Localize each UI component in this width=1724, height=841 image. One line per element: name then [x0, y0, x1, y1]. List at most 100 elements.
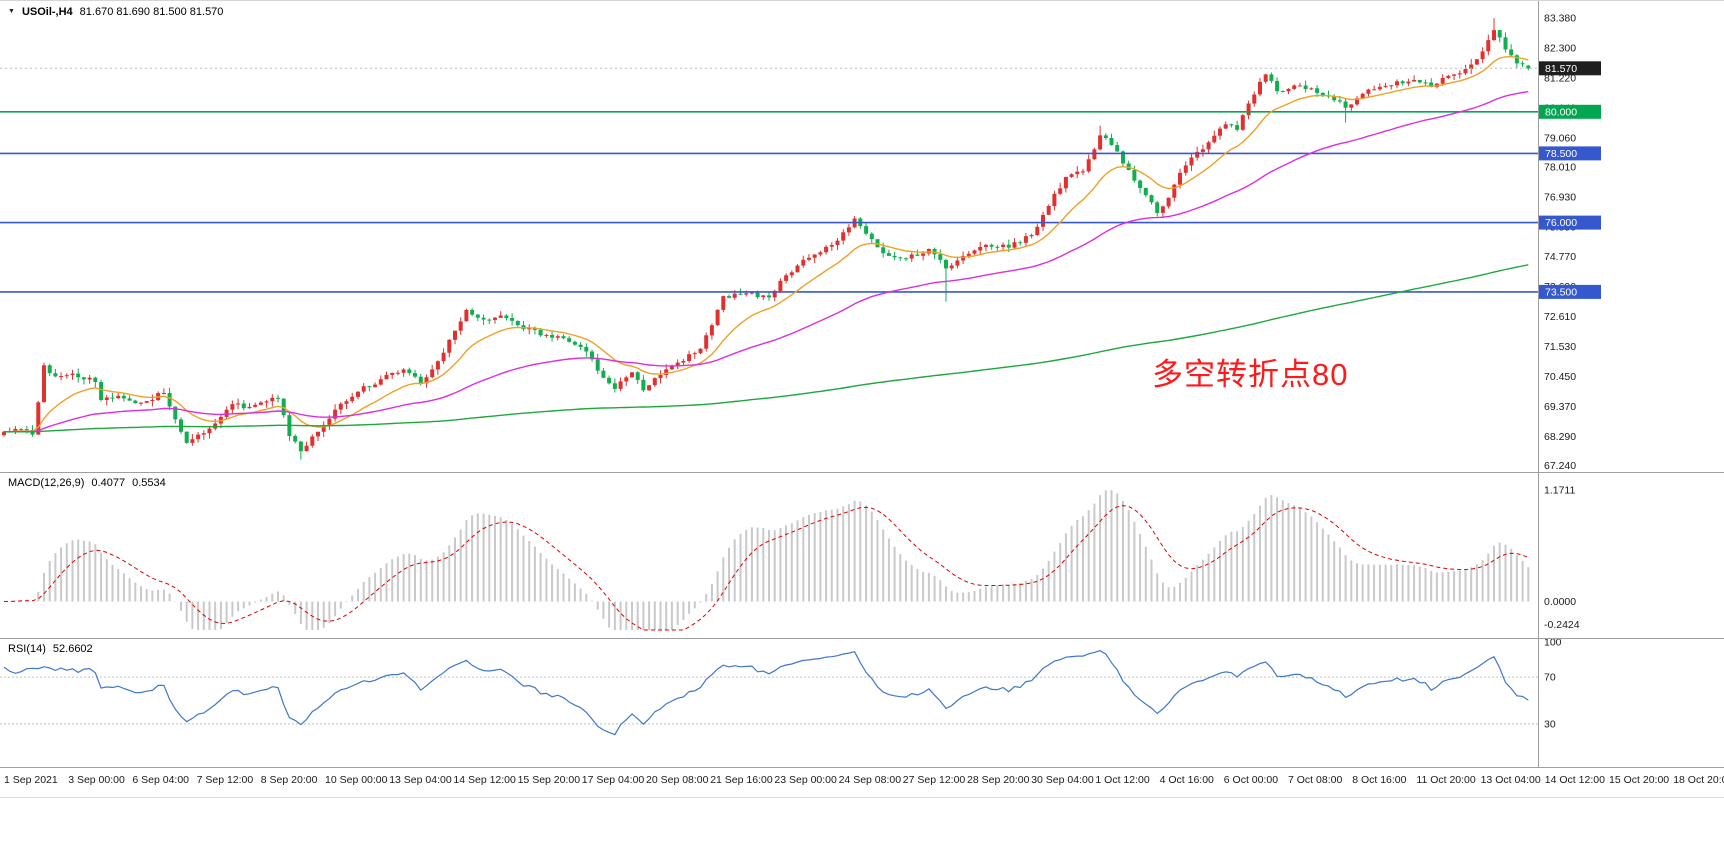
candle-body: [532, 328, 537, 330]
candles-layer[interactable]: [2, 18, 1531, 460]
candle-body: [1052, 193, 1057, 207]
time-axis-label[interactable]: 24 Sep 08:00: [839, 774, 902, 786]
candle-body: [846, 227, 851, 233]
candle-body: [1035, 226, 1040, 236]
candle-body: [983, 244, 988, 247]
time-axis-label[interactable]: 6 Sep 04:00: [132, 774, 189, 786]
time-axis-label[interactable]: 1 Oct 12:00: [1095, 774, 1149, 786]
time-axis-label[interactable]: 3 Sep 00:00: [68, 774, 125, 786]
candle-body: [190, 439, 195, 443]
candle-body: [510, 318, 515, 321]
candle-body: [869, 233, 874, 240]
candle-body: [732, 293, 737, 298]
time-axis-label[interactable]: 15 Sep 20:00: [518, 774, 581, 786]
candle-body: [1155, 202, 1160, 213]
price-axis-label: 78.010: [1544, 162, 1576, 174]
time-axis-label[interactable]: 27 Sep 12:00: [903, 774, 966, 786]
candle-body: [812, 254, 817, 258]
candle-body: [1360, 93, 1365, 99]
candle-body: [13, 428, 18, 431]
macd-axis-label: 1.1711: [1544, 485, 1575, 497]
candle-body: [310, 436, 315, 446]
collapse-chart-icon[interactable]: ▼: [8, 8, 15, 15]
candle-body: [1452, 74, 1457, 76]
candle-body: [201, 433, 206, 435]
time-axis-label[interactable]: 1 Sep 2021: [4, 774, 58, 786]
candle-body: [1246, 103, 1251, 116]
time-axis-label[interactable]: 13 Sep 04:00: [389, 774, 452, 786]
time-axis-label[interactable]: 28 Sep 20:00: [967, 774, 1030, 786]
candle-body: [1229, 124, 1234, 126]
time-axis-label[interactable]: 8 Sep 20:00: [261, 774, 318, 786]
time-axis-label[interactable]: 7 Oct 08:00: [1288, 774, 1342, 786]
candle-body: [1166, 197, 1171, 207]
candle-body: [909, 254, 914, 259]
candle-body: [607, 377, 612, 384]
candle-body: [144, 401, 149, 403]
candle-body: [350, 396, 355, 402]
candle-body: [1206, 142, 1211, 150]
time-axis-label[interactable]: 14 Sep 12:00: [453, 774, 516, 786]
candle-body: [1029, 235, 1034, 237]
ma-slow-line[interactable]: [4, 264, 1529, 433]
time-axis-label[interactable]: 11 Oct 20:00: [1416, 774, 1476, 786]
candle-body: [161, 393, 166, 394]
candle-body: [1355, 98, 1359, 105]
candle-body: [1303, 85, 1308, 90]
candle-body: [595, 359, 600, 371]
candle-body: [361, 386, 366, 392]
candle-body: [886, 253, 891, 256]
candle-body: [584, 347, 589, 352]
candle-body: [738, 293, 743, 295]
time-axis-label[interactable]: 20 Sep 08:00: [646, 774, 709, 786]
time-axis-label[interactable]: 18 Oct 20:00: [1673, 774, 1724, 786]
candle-body: [1258, 81, 1262, 95]
macd-main-value: 0.4077: [91, 477, 126, 489]
time-axis-label[interactable]: 13 Oct 04:00: [1481, 774, 1541, 786]
candle-body: [829, 245, 834, 247]
ma-fast-line[interactable]: [3, 55, 1529, 433]
candle-body: [1343, 101, 1348, 108]
candle-body: [1189, 157, 1194, 166]
time-axis-label[interactable]: 15 Oct 20:00: [1609, 774, 1669, 786]
candle-body: [647, 385, 652, 391]
candle-body: [801, 259, 806, 266]
time-axis-label[interactable]: 8 Oct 16:00: [1352, 774, 1406, 786]
candle-body: [744, 293, 749, 295]
time-axis-label[interactable]: 14 Oct 12:00: [1545, 774, 1605, 786]
candle-body: [590, 351, 594, 360]
price-axis-label: 68.290: [1544, 431, 1576, 443]
time-axis-label[interactable]: 23 Sep 00:00: [774, 774, 837, 786]
candle-body: [344, 401, 349, 404]
candle-body: [1286, 88, 1291, 92]
level-lines-layer: [0, 67, 1538, 293]
candle-body: [493, 317, 497, 320]
candle-body: [778, 280, 783, 291]
chart-header: ▼ USOil-,H4 81.670 81.690 81.500 81.570: [8, 6, 230, 18]
candle-body: [630, 372, 634, 378]
ma-mid-line[interactable]: [4, 90, 1529, 433]
candle-body: [470, 309, 475, 315]
candle-body: [658, 375, 663, 379]
time-axis-label[interactable]: 10 Sep 00:00: [325, 774, 388, 786]
time-axis-label[interactable]: 6 Oct 00:00: [1224, 774, 1278, 786]
candle-body: [1001, 244, 1006, 247]
candle-body: [504, 315, 509, 319]
price-axis-label: 81.220: [1544, 73, 1576, 85]
rsi-indicator-label: RSI(14): [8, 643, 46, 655]
time-axis-label[interactable]: 7 Sep 12:00: [197, 774, 254, 786]
candle-body: [1115, 145, 1120, 152]
candle-body: [70, 373, 75, 376]
time-axis-label[interactable]: 17 Sep 04:00: [582, 774, 645, 786]
candle-body: [664, 369, 669, 375]
time-axis-label[interactable]: 21 Sep 16:00: [710, 774, 773, 786]
candle-body: [99, 382, 104, 400]
time-axis-label[interactable]: 30 Sep 04:00: [1031, 774, 1094, 786]
candle-body: [19, 428, 24, 430]
candle-body: [1417, 80, 1422, 83]
candle-body: [989, 244, 994, 247]
candle-body: [784, 275, 789, 281]
time-axis-label[interactable]: 4 Oct 16:00: [1160, 774, 1214, 786]
candle-body: [293, 436, 298, 442]
